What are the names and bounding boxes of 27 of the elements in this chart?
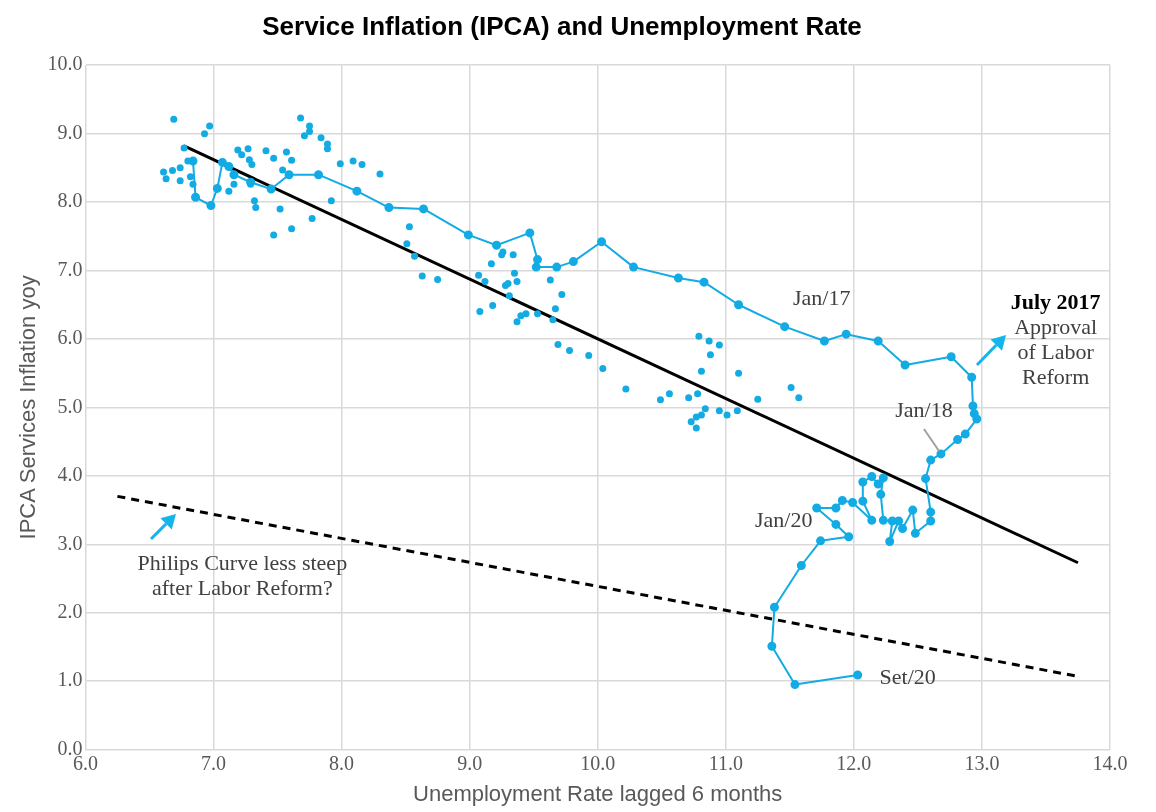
y-tick-label: 5.0 [57,394,83,417]
annotation: Philips Curve less steep after Labor Reform? [137,550,348,601]
y-tick-label: 4.0 [57,463,83,486]
y-tick-label: 9.0 [57,120,83,143]
y-axis-title: IPCA Services Inflation yoy [15,275,41,540]
chart-title: Service Inflation (IPCA) and Unemployment Rate [262,10,862,41]
x-tick-label: 10.0 [580,751,616,774]
y-tick-label: 6.0 [57,326,83,349]
y-tick-label: 7.0 [57,257,83,280]
annotation: Set/20 [879,663,936,689]
annotation: Jan/17 [792,285,851,311]
x-tick-label: 13.0 [964,751,1000,774]
x-tick-label: 9.0 [457,751,483,774]
y-tick-label: 10.0 [47,52,83,75]
y-tick-label: 3.0 [57,531,83,554]
x-tick-label: 8.0 [329,751,355,774]
y-tick-label: 1.0 [57,668,83,691]
x-tick-label: 11.0 [708,751,743,774]
y-tick-label: 8.0 [57,189,83,212]
x-tick-label: 14.0 [1092,751,1128,774]
x-tick-label: 7.0 [200,751,226,774]
annotation: July 2017 Approval of Labor Reform [1010,288,1101,390]
x-tick-label: 12.0 [836,751,872,774]
annotation: Jan/18 [895,396,953,422]
annotation: Jan/20 [754,506,813,532]
y-tick-label: 2.0 [57,599,83,622]
x-axis-title: Unemployment Rate lagged 6 months [413,780,783,806]
